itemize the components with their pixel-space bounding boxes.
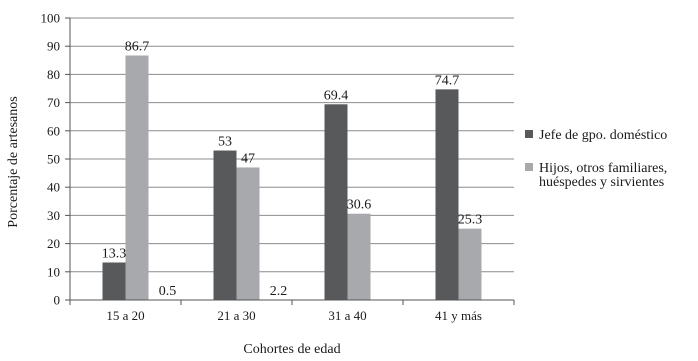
y-tick-label: 90 <box>47 39 60 54</box>
bar-series-2-2 <box>236 167 260 300</box>
x-tick-label: 31 a 40 <box>328 308 366 323</box>
y-tick-label: 60 <box>47 123 60 138</box>
extra-data-label-2: 2.2 <box>270 284 288 299</box>
axes <box>65 17 515 305</box>
x-tick-labels: 15 a 20 21 a 30 31 a 40 41 y más <box>106 308 482 323</box>
y-tick-label: 70 <box>47 95 60 110</box>
legend-label-series-1: Jefe de gpo. doméstico <box>539 128 667 143</box>
data-label-series-2-4: 25.3 <box>458 213 483 228</box>
bar-series-1-3 <box>324 104 348 301</box>
x-tick-label: 21 a 30 <box>217 308 255 323</box>
x-tick-label: 15 a 20 <box>106 308 144 323</box>
y-tick-label: 30 <box>47 208 60 223</box>
y-axis-title: Porcentaje de artesanos <box>6 96 21 227</box>
bar-series-2-3 <box>347 213 371 300</box>
data-label-series-2-1: 86.7 <box>125 40 150 55</box>
data-label-series-1-1: 13.3 <box>102 246 127 261</box>
data-label-series-1-3: 69.4 <box>324 88 349 103</box>
data-label-series-2-3: 30.6 <box>347 198 372 213</box>
bar-series-1-2 <box>213 150 237 300</box>
y-tick-label: 50 <box>47 152 60 167</box>
y-tick-labels: 0 10 20 30 40 50 60 70 80 90 100 <box>41 11 61 308</box>
legend-swatch-series-1 <box>525 130 533 138</box>
x-tick-label: 41 y más <box>435 308 482 323</box>
legend-label-series-2-line-1: Hijos, otros familiares, <box>539 161 667 176</box>
y-tick-label: 0 <box>54 293 61 308</box>
bars <box>102 55 482 301</box>
y-tick-label: 40 <box>47 180 60 195</box>
data-labels: 13.3 53 69.4 74.7 86.7 47 30.6 25.3 0.5 2.2 <box>102 40 483 299</box>
y-tick-label: 100 <box>41 11 61 26</box>
bar-series-1-4 <box>435 89 459 300</box>
extra-data-label-1: 0.5 <box>159 284 177 299</box>
data-label-series-1-4: 74.7 <box>435 73 460 88</box>
bar-series-1-1 <box>102 262 126 300</box>
x-axis-title: Cohortes de edad <box>243 342 340 357</box>
legend-label-series-2-line-2: huéspedes y sirvientes <box>539 175 664 190</box>
bar-series-2-4 <box>458 228 482 300</box>
data-label-series-2-2: 47 <box>241 151 255 166</box>
y-tick-label: 10 <box>47 264 60 279</box>
legend-item-series-2: Hijos, otros familiares, huéspedes y sir… <box>525 161 667 190</box>
data-label-series-1-2: 53 <box>218 135 232 150</box>
legend-item-series-1: Jefe de gpo. doméstico <box>525 128 667 143</box>
legend: Jefe de gpo. doméstico Hijos, otros fami… <box>525 128 667 190</box>
legend-swatch-series-2 <box>525 163 533 171</box>
bar-series-2-1 <box>125 55 149 301</box>
y-tick-label: 20 <box>47 236 60 251</box>
y-tick-label: 80 <box>47 67 60 82</box>
